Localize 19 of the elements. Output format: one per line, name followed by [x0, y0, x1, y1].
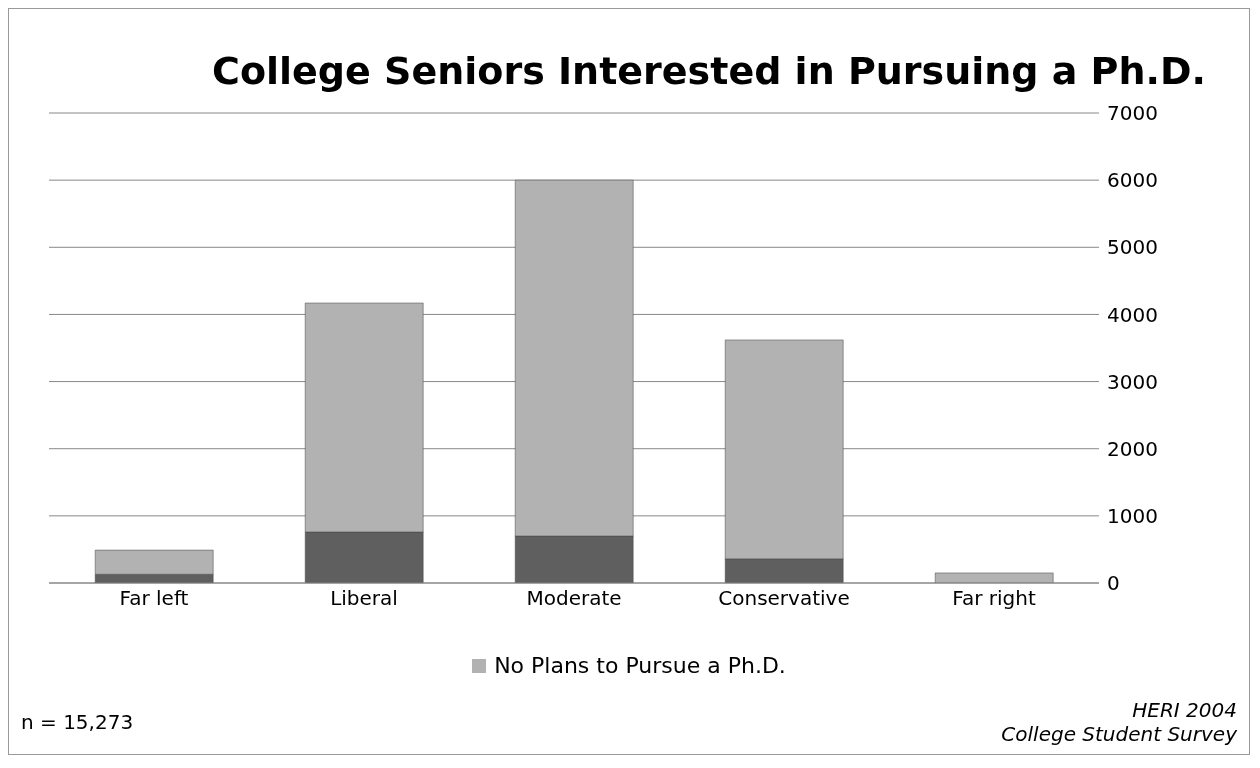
y-tick-label: 5000	[1107, 235, 1158, 260]
y-tick-label: 6000	[1107, 168, 1158, 193]
x-tick-label: Moderate	[526, 586, 622, 611]
text: College Student Survey	[1001, 722, 1237, 746]
legend-label: No Plans to Pursue a Ph.D.	[494, 653, 786, 678]
y-tick-label: 7000	[1107, 101, 1158, 126]
text: n = 15,273	[21, 710, 134, 734]
y-tick-label: 1000	[1107, 503, 1158, 528]
x-tick-label: Far left	[119, 586, 189, 611]
chart-title: College Seniors Interested in Pursuing a Ph.D.	[211, 48, 1207, 93]
y-tick-label: 2000	[1107, 436, 1158, 461]
x-tick-label: Liberal	[330, 586, 398, 611]
y-tick-label: 4000	[1107, 302, 1158, 327]
x-tick-label: Conservative	[718, 586, 850, 611]
text: HERI 2004	[1131, 698, 1237, 722]
bar	[934, 572, 1054, 583]
x-tick-label: Far right	[952, 586, 1036, 611]
y-tick-label: 3000	[1107, 369, 1158, 394]
y-tick-label: 0	[1107, 571, 1120, 596]
